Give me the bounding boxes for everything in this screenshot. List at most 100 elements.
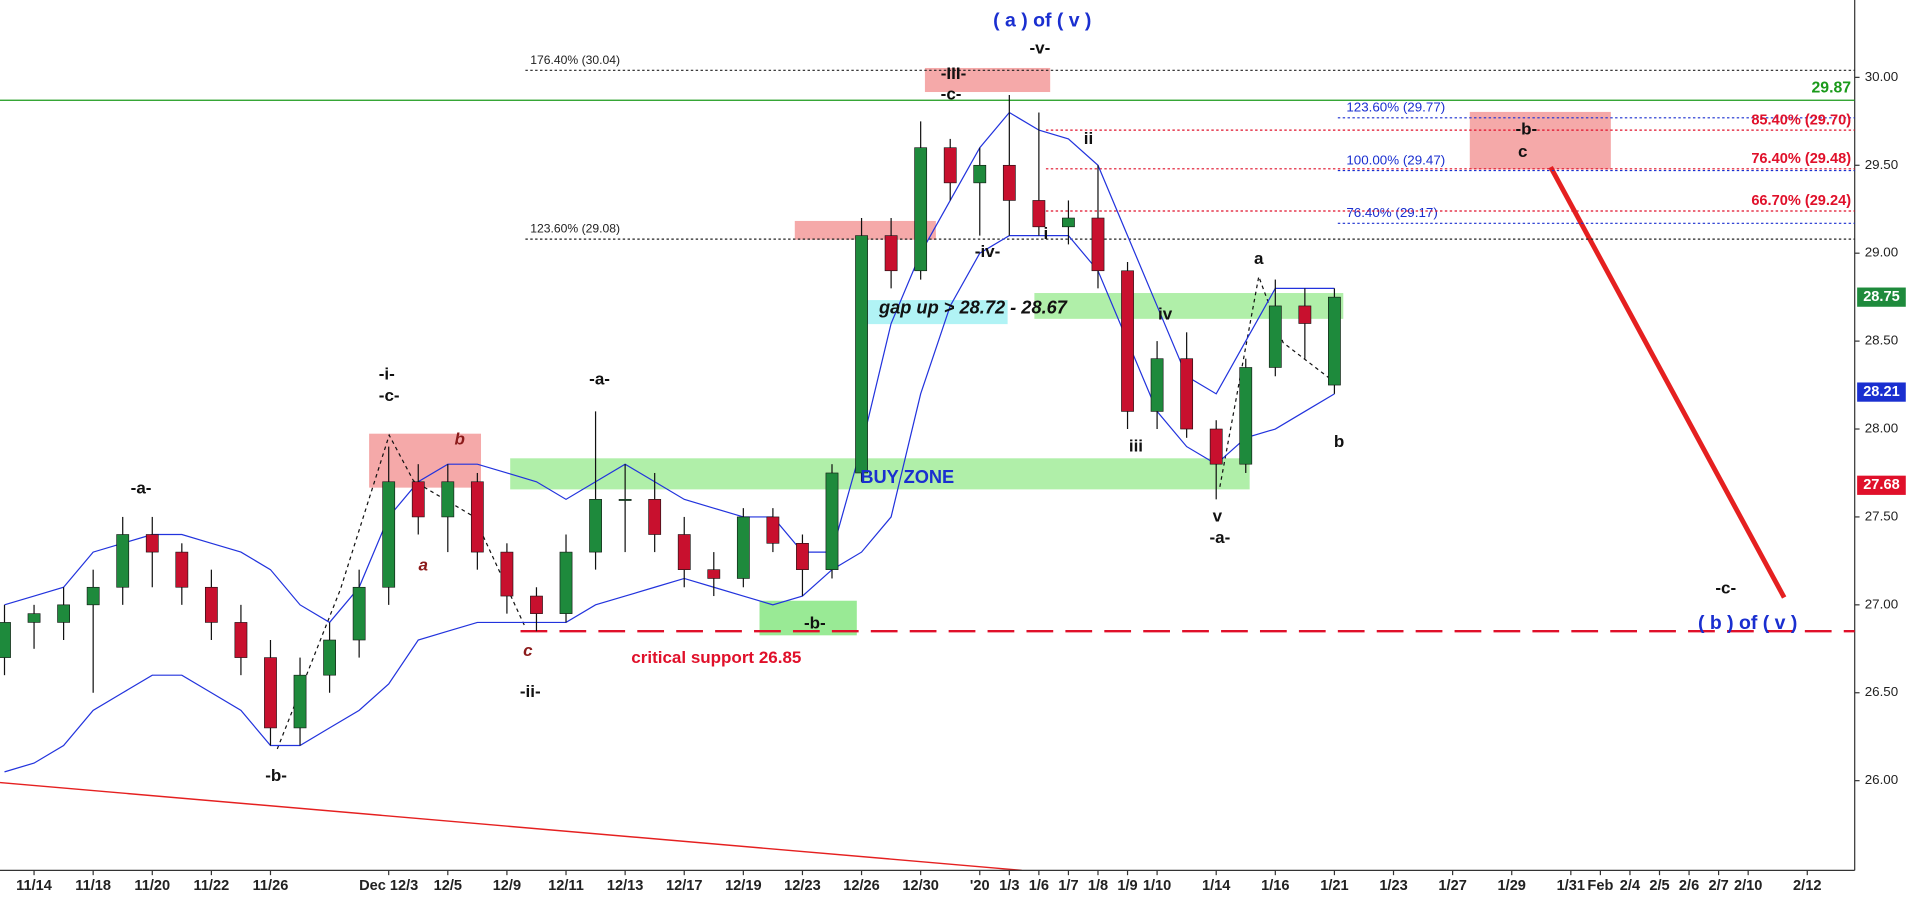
projection-line	[1548, 165, 1787, 599]
candle-body	[145, 534, 159, 553]
x-tick-label: 12/11	[548, 878, 584, 894]
price-tag-label: 27.68	[1863, 477, 1900, 493]
y-tick-label: 30.00	[1865, 69, 1898, 84]
candle-body	[530, 595, 543, 614]
x-tick-label: 1/6	[1029, 878, 1049, 894]
candle-body	[1032, 200, 1046, 228]
zone	[1469, 111, 1611, 170]
candle-body	[973, 164, 987, 184]
fib-label: 85.40% (29.70)	[1751, 112, 1851, 128]
candle-body	[382, 481, 396, 588]
x-tick-label: 1/23	[1379, 878, 1407, 894]
candle-body	[57, 604, 70, 623]
x-tick-label: 2/5	[1649, 878, 1669, 894]
x-tick-label: 11/18	[75, 878, 111, 894]
wave-label: -v-	[1029, 39, 1050, 58]
wave-label: -b-	[1515, 119, 1537, 138]
candle-body	[1121, 270, 1134, 412]
candle-body	[27, 613, 41, 623]
candle-body	[86, 586, 100, 606]
reference-label: 29.87	[1812, 79, 1852, 96]
x-tick-label: 11/26	[253, 878, 289, 894]
wave-label: v	[1213, 506, 1223, 525]
fib-label: 66.70% (29.24)	[1751, 193, 1851, 209]
zone	[924, 67, 1051, 93]
candle-body	[766, 516, 780, 544]
x-tick-label: 1/3	[999, 878, 1019, 894]
x-tick-label: 11/14	[16, 878, 52, 894]
zone	[1034, 293, 1344, 319]
candle-body	[1268, 305, 1282, 368]
candle-body	[707, 569, 721, 579]
candle-body	[1150, 358, 1164, 412]
x-tick-label: Dec 12/3	[359, 878, 418, 894]
y-tick-label: 26.50	[1865, 684, 1898, 699]
x-tick-label: '20	[970, 878, 990, 894]
x-tick-label: 2/12	[1793, 878, 1821, 894]
wave-label: i	[1044, 224, 1049, 243]
wave-label: -b-	[804, 613, 826, 632]
candle-body	[293, 674, 307, 729]
candle-body	[204, 586, 218, 623]
candle-body	[796, 543, 809, 570]
y-tick-label: 27.00	[1865, 596, 1898, 611]
x-tick-label: 11/20	[134, 878, 170, 894]
candle-body	[914, 147, 928, 272]
candle-body	[943, 147, 957, 184]
candle-body	[175, 551, 189, 588]
fib-label: 100.00% (29.47)	[1346, 152, 1445, 167]
fib-label: 123.60% (29.08)	[530, 222, 620, 236]
x-tick-label: 12/19	[725, 878, 762, 894]
x-tick-label: 12/17	[666, 878, 703, 894]
x-tick-label: 12/9	[493, 878, 521, 894]
candle-body	[884, 235, 898, 272]
y-tick-label: 27.50	[1865, 508, 1898, 523]
x-tick-label: 1/8	[1088, 878, 1108, 894]
fib-label: 76.40% (29.48)	[1751, 151, 1851, 167]
wave-label: -iv-	[975, 242, 1001, 261]
candle-body	[116, 534, 130, 588]
band-line	[4, 111, 1335, 624]
x-tick-label: 1/27	[1438, 878, 1466, 894]
wave-label: a	[419, 556, 428, 575]
x-tick-label: 2/10	[1734, 878, 1762, 894]
x-tick-label: 11/22	[194, 878, 230, 894]
wave-label: -a-	[1209, 528, 1230, 547]
candle-body	[470, 481, 484, 553]
candle-body	[1209, 428, 1223, 465]
wave-label: b	[1334, 432, 1344, 451]
zone	[510, 458, 1250, 490]
x-tick-label: 2/6	[1679, 878, 1699, 894]
x-tick-label: 2/7	[1708, 878, 1728, 894]
y-tick-label: 29.00	[1865, 245, 1898, 260]
price-tag	[1857, 382, 1906, 402]
x-tick-label: 1/9	[1117, 878, 1137, 894]
wave-label: c	[523, 641, 533, 660]
candle-body	[1298, 305, 1312, 324]
price-tag-label: 28.21	[1863, 384, 1900, 400]
candle-body	[441, 481, 455, 518]
wave-label: gap up > 28.72 - 28.67	[878, 298, 1068, 318]
candle-body	[1002, 164, 1016, 201]
candle-body	[855, 235, 868, 474]
wave-label: -a-	[131, 479, 152, 498]
candle-body	[618, 499, 632, 501]
wave-label: -III-	[941, 64, 967, 83]
wave-label: iii	[1129, 437, 1143, 456]
candle-body	[1239, 367, 1253, 465]
y-tick-label: 29.50	[1865, 157, 1898, 172]
candle-body	[825, 472, 839, 570]
wave-label: a	[1254, 249, 1264, 268]
wave-label: -c-	[1715, 579, 1736, 598]
price-tag-label: 28.75	[1863, 289, 1900, 305]
candle-body	[736, 516, 750, 579]
x-tick-label: 1/21	[1320, 878, 1348, 894]
wave-label: -ii-	[520, 682, 541, 701]
x-tick-label: 12/23	[784, 878, 821, 894]
candle-body	[411, 481, 425, 518]
wave-label: iv	[1158, 304, 1173, 323]
x-tick-label: 12/5	[434, 878, 462, 894]
wave-label: -a-	[589, 369, 610, 388]
candle-body	[500, 551, 514, 597]
price-tag	[1857, 475, 1906, 495]
